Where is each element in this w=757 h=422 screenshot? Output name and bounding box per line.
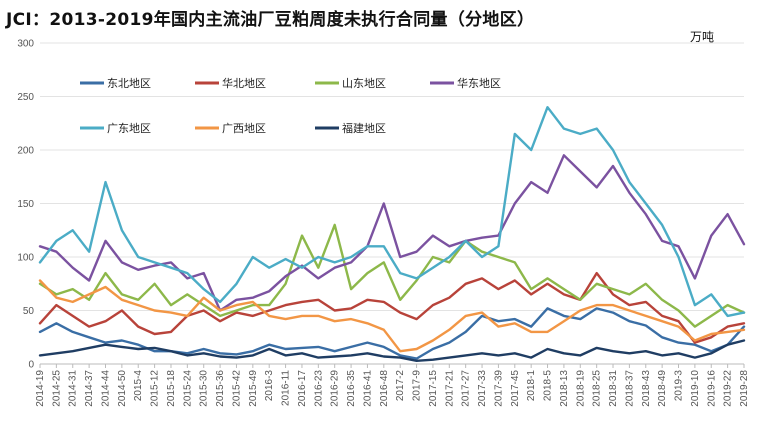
x-tick-label: 2018-43: [641, 370, 652, 407]
x-tick-label: 2018-25: [592, 370, 603, 407]
x-tick-label: 2014-50: [117, 370, 128, 407]
x-tick-label: 2016-29: [330, 370, 341, 407]
legend-label: 华北地区: [222, 76, 266, 90]
x-tick-label: 2015-30: [199, 370, 210, 407]
x-tick-label: 2016-48: [379, 370, 390, 407]
y-axis-ticks: 0 50 100 150 200 250 300: [17, 39, 34, 371]
x-tick-label: 2017-9: [412, 370, 423, 402]
x-tick-label: 2017-27: [461, 370, 472, 407]
x-tick-label: 2015-4: [133, 370, 144, 402]
y-tick-label: 300: [17, 39, 34, 50]
x-tick-label: 2014-31: [68, 370, 79, 407]
x-tick-label: 2019-10: [690, 370, 701, 407]
x-tick-label: 2015-24: [182, 370, 193, 407]
x-axis-ticks: 2014-19 2014-25 2014-31 2014-37 2014-44 2014-…: [35, 364, 750, 407]
y-tick-label: 200: [17, 146, 34, 157]
x-tick-label: 2018-37: [624, 370, 635, 407]
x-tick-label: 2017-33: [477, 370, 488, 407]
series-lines: [38, 105, 746, 362]
x-tick-label: 2016-11: [281, 370, 292, 406]
x-tick-label: 2014-19: [35, 370, 46, 407]
x-tick-label: 2018-1: [526, 370, 537, 402]
x-tick-label: 2017-21: [444, 370, 455, 407]
x-tick-label: 2016-35: [346, 370, 357, 407]
series-line: [38, 271, 746, 344]
x-tick-label: 2015-12: [150, 370, 161, 407]
x-tick-label: 2018-31: [608, 370, 619, 407]
legend-label: 华东地区: [457, 76, 501, 90]
legend-label: 山东地区: [342, 77, 386, 90]
legend-label: 福建地区: [342, 121, 386, 135]
x-tick-label: 2016-23: [313, 370, 324, 407]
y-tick-label: 250: [17, 92, 34, 103]
y-tick-label: 150: [17, 199, 34, 210]
series-line: [38, 223, 746, 328]
y-tick-label: 50: [23, 306, 35, 317]
x-tick-label: 2019-22: [723, 370, 734, 407]
x-tick-label: 2017-39: [493, 370, 504, 407]
series-line: [38, 339, 746, 362]
x-tick-label: 2015-18: [166, 370, 177, 407]
y-tick-label: 0: [28, 360, 34, 371]
chart-title: JCI：2013-2019年国内主流油厂豆粕周度未执行合同量（分地区）: [6, 10, 535, 30]
y-tick-label: 100: [17, 253, 34, 264]
series-line: [38, 307, 746, 360]
x-tick-label: 2014-44: [100, 370, 111, 407]
x-tick-label: 2016-17: [297, 370, 308, 407]
x-tick-label: 2018-5: [543, 370, 554, 402]
x-tick-label: 2015-36: [215, 370, 226, 407]
series-line: [38, 154, 746, 312]
legend-label: 广东地区: [107, 122, 151, 135]
legend-label: 广西地区: [222, 122, 266, 135]
x-tick-label: 2016-3: [264, 370, 275, 402]
x-tick-label: 2018-19: [575, 370, 586, 407]
series-line: [38, 279, 746, 353]
x-tick-label: 2017-2: [395, 370, 406, 402]
x-tick-label: 2018-13: [559, 370, 570, 407]
x-tick-label: 2017-45: [510, 370, 521, 407]
x-tick-label: 2018-49: [657, 370, 668, 407]
x-tick-label: 2019-16: [706, 370, 717, 407]
x-tick-label: 2019-28: [739, 370, 750, 407]
unit-label: 万吨: [690, 30, 715, 44]
legend-label: 东北地区: [107, 77, 151, 90]
series-line: [38, 105, 746, 318]
x-tick-label: 2015-49: [248, 370, 259, 407]
x-tick-label: 2019-3: [674, 370, 685, 402]
x-tick-label: 2014-25: [51, 370, 62, 407]
x-tick-label: 2015-42: [231, 370, 242, 407]
x-tick-label: 2016-41: [362, 370, 373, 407]
x-tick-label: 2017-15: [428, 370, 439, 407]
x-tick-label: 2014-37: [84, 370, 95, 407]
